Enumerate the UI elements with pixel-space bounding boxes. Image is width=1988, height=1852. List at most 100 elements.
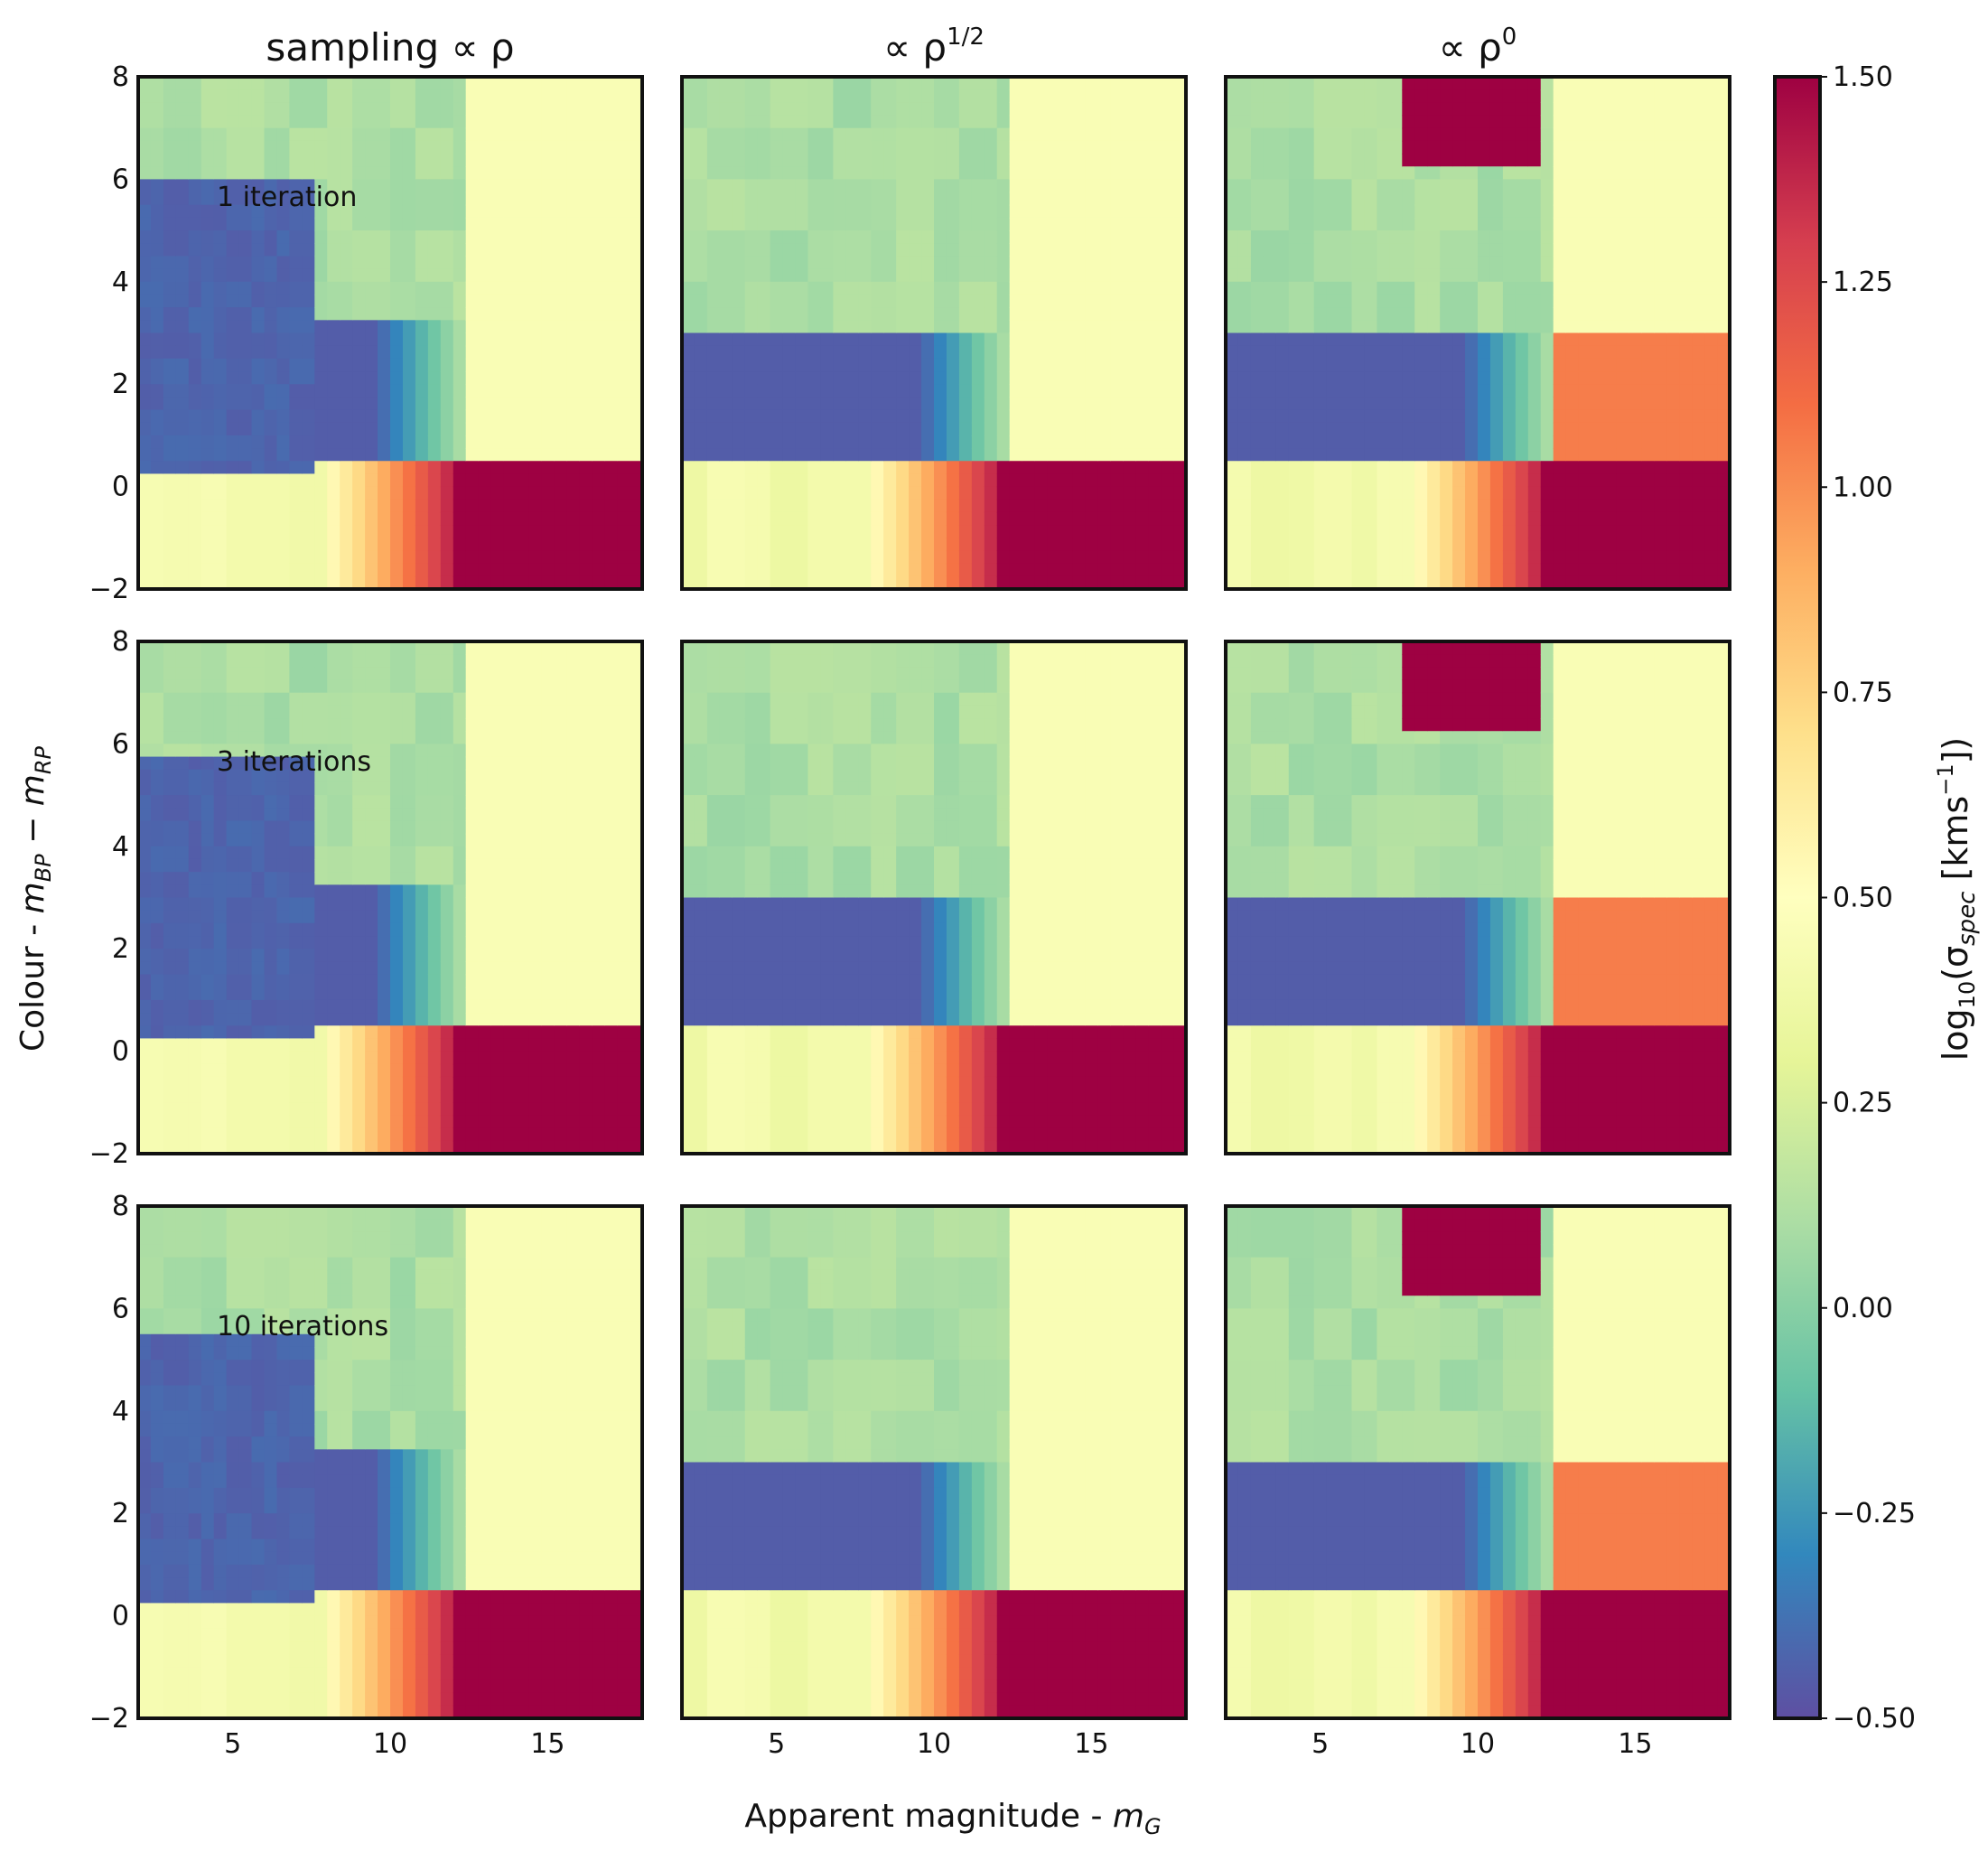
heatmap-cell (1654, 409, 1667, 424)
heatmap-cell (175, 654, 190, 668)
heatmap-cell (1173, 217, 1186, 231)
heatmap-cell (1301, 217, 1315, 231)
heatmap-cell (465, 217, 480, 231)
heatmap-cell (732, 230, 746, 244)
heatmap-cell (188, 820, 202, 835)
heatmap-cell (871, 127, 884, 142)
heatmap-cell (1414, 320, 1428, 334)
heatmap-cell (1161, 511, 1174, 526)
heatmap-cell (1389, 358, 1403, 372)
heatmap-cell (554, 102, 567, 117)
heatmap-cell (1161, 217, 1174, 231)
heatmap-cell (226, 511, 240, 526)
heatmap-cell (1540, 409, 1554, 424)
heatmap-cell (946, 538, 960, 552)
heatmap-cell (566, 166, 580, 181)
heatmap-cell (934, 499, 947, 513)
heatmap-cell (604, 358, 618, 372)
heatmap-cell (617, 550, 630, 565)
heatmap-cell (327, 511, 341, 526)
heatmap-cell (226, 575, 240, 589)
heatmap-cell (1616, 281, 1629, 295)
heatmap-cell (327, 525, 341, 538)
heatmap-cell (1009, 281, 1023, 295)
heatmap-cell (1250, 154, 1265, 167)
heatmap-cell (770, 320, 784, 334)
heatmap-cell (1226, 102, 1239, 117)
heatmap-cell (971, 179, 985, 193)
heatmap-cell (1641, 140, 1655, 154)
heatmap-cell (314, 166, 328, 181)
heatmap-cell (682, 384, 695, 398)
heatmap-cell (1072, 473, 1086, 488)
heatmap-cell (465, 409, 480, 424)
heatmap-cell (1161, 473, 1174, 488)
heatmap-cell (138, 781, 152, 796)
heatmap-cell (1301, 332, 1315, 347)
heatmap-cell (327, 140, 341, 154)
heatmap-cell (1226, 345, 1239, 360)
heatmap-cell (1059, 102, 1074, 117)
heatmap-cell (440, 154, 454, 167)
heatmap-cell (1339, 499, 1353, 513)
heatmap-cell (971, 486, 985, 500)
heatmap-cell (516, 473, 530, 488)
heatmap-cell (946, 127, 960, 142)
heatmap-cell (1553, 511, 1567, 526)
heatmap-cell (541, 166, 555, 181)
heatmap-cell (302, 422, 315, 436)
heatmap-cell (934, 217, 947, 231)
heatmap-cell (604, 550, 618, 565)
heatmap-cell (579, 281, 593, 295)
heatmap-cell (503, 511, 518, 526)
heatmap-cell (1502, 371, 1517, 385)
heatmap-cell (1022, 384, 1036, 398)
heatmap-cell (1465, 435, 1479, 449)
heatmap-cell (971, 115, 985, 129)
heatmap-cell (340, 166, 353, 181)
heatmap-cell (1085, 332, 1098, 347)
heatmap-cell (490, 461, 505, 475)
heatmap-cell (807, 499, 822, 513)
heatmap-cell (984, 217, 998, 231)
heatmap-cell (883, 511, 897, 526)
heatmap-cell (314, 230, 328, 244)
heatmap-cell (1565, 525, 1580, 538)
heatmap-cell (566, 77, 580, 90)
heatmap-cell (845, 127, 859, 142)
heatmap-cell (1553, 243, 1567, 257)
heatmap-cell (352, 499, 366, 513)
heatmap-cell (858, 563, 872, 577)
heatmap-cell (757, 486, 771, 500)
heatmap-cell (226, 127, 240, 142)
heatmap-cell (327, 448, 341, 462)
heatmap-cell (1478, 384, 1491, 398)
heatmap-cell (694, 422, 708, 436)
heatmap-cell (340, 204, 353, 219)
heatmap-cell (630, 166, 642, 181)
heatmap-cell (528, 511, 542, 526)
heatmap-cell (453, 140, 467, 154)
heatmap-cell (276, 77, 290, 90)
heatmap-cell (554, 538, 567, 552)
heatmap-cell (1679, 166, 1693, 181)
heatmap-cell (138, 397, 152, 411)
heatmap-cell (175, 744, 190, 758)
heatmap-cell (1666, 294, 1680, 308)
heatmap-cell (757, 127, 771, 142)
heatmap-cell (1339, 166, 1353, 181)
heatmap-cell (1553, 332, 1567, 347)
heatmap-cell (682, 332, 695, 347)
heatmap-cell (1603, 525, 1618, 538)
heatmap-cell (440, 435, 454, 449)
heatmap-cell (528, 294, 542, 308)
heatmap-cell (934, 307, 947, 321)
heatmap-cell (946, 422, 960, 436)
heatmap-cell (1465, 371, 1479, 385)
heatmap-cell (163, 575, 177, 589)
heatmap-cell (465, 115, 480, 129)
heatmap-cell (1515, 268, 1529, 283)
heatmap-cell (744, 473, 759, 488)
heatmap-cell (1123, 332, 1136, 347)
heatmap-cell (402, 179, 416, 193)
